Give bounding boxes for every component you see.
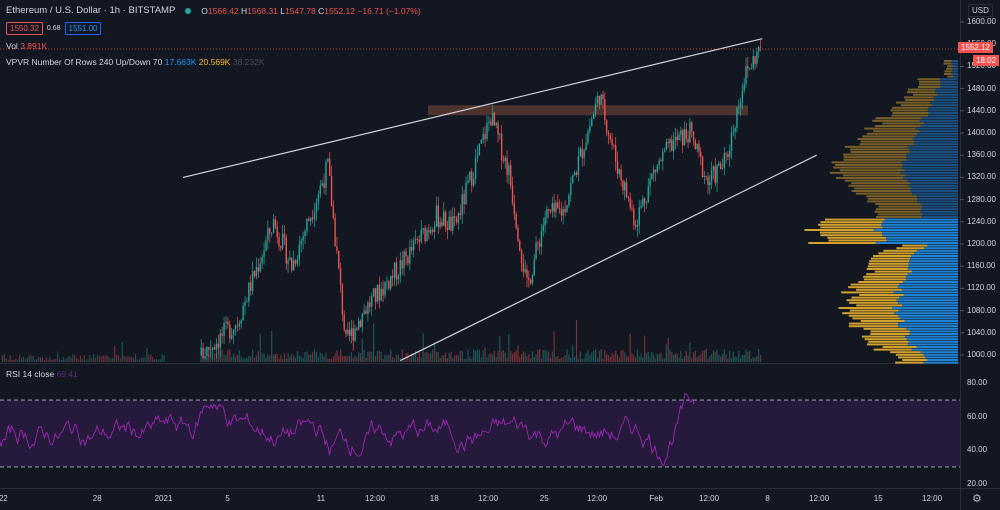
time-tick: 15 [873,494,883,503]
price-tick: 1200.00 [967,239,996,248]
time-tick: 12:00 [809,494,830,503]
price-tick: 1360.00 [967,150,996,160]
time-tick: 22 [0,494,8,503]
time-tick: 28 [92,494,102,503]
ohlc-values: O1566.42 H1568.31 L1547.78 C1552.12 −16.… [201,5,421,16]
rsi-tick: 80.00 [967,378,988,388]
spread-value: 0.68 [46,25,61,32]
time-tick: 25 [539,494,549,503]
time-tick: 12:00 [478,494,499,503]
time-tick: 12:00 [699,494,720,503]
rsi-tick: 60.00 [967,411,988,421]
time-tick: 12:00 [587,494,608,503]
market-status-dot-icon [185,7,192,14]
vpvr-legend[interactable]: VPVR Number Of Rows 240 Up/Down 70 17.66… [6,57,265,67]
price-tick: 1280.00 [967,194,996,204]
settings-gear-icon[interactable]: ⚙ [972,493,982,505]
time-tick: 12:00 [365,494,386,503]
symbol-title[interactable]: Ethereum / U.S. Dollar · 1h · BITSTAMP [6,5,176,16]
time-tick: 2021 [154,494,173,503]
price-tick: 1320.00 [967,172,996,182]
bar-countdown-tag: 18:02 [973,55,1000,66]
time-tick: 12:00 [922,494,943,503]
time-tick: 5 [225,494,230,503]
symbol-legend: Ethereum / U.S. Dollar · 1h · BITSTAMP O… [6,5,421,16]
sell-button[interactable]: 1550.32 [6,22,43,35]
price-tick: 1000.00 [967,350,996,359]
price-tick: 1440.00 [967,105,996,115]
price-tick: 1160.00 [967,261,996,271]
price-tick: 1080.00 [967,305,996,315]
price-tick: 1400.00 [967,128,996,137]
time-tick: Feb [649,494,663,503]
price-tick: 1480.00 [967,83,996,93]
rsi-tick: 40.00 [967,445,988,455]
time-tick: 11 [316,494,326,503]
time-tick: 8 [765,494,770,503]
price-tick: 1040.00 [967,327,996,337]
time-tick: 18 [429,494,439,503]
currency-label[interactable]: USD [968,4,993,17]
price-tick: 1240.00 [967,216,996,226]
rsi-tick: 20.00 [967,478,988,488]
vol-legend[interactable]: Vol 3.891K [6,41,48,51]
price-tick: 1600.00 [967,17,996,26]
bid-ask-row: 1550.32 0.68 1551.00 [6,22,102,35]
rsi-legend[interactable]: RSI 14 close 69.41 [6,369,78,379]
last-price-tag: 1552.12 [958,42,993,53]
price-tick: 1120.00 [967,283,996,293]
buy-button[interactable]: 1551.00 [64,22,102,35]
